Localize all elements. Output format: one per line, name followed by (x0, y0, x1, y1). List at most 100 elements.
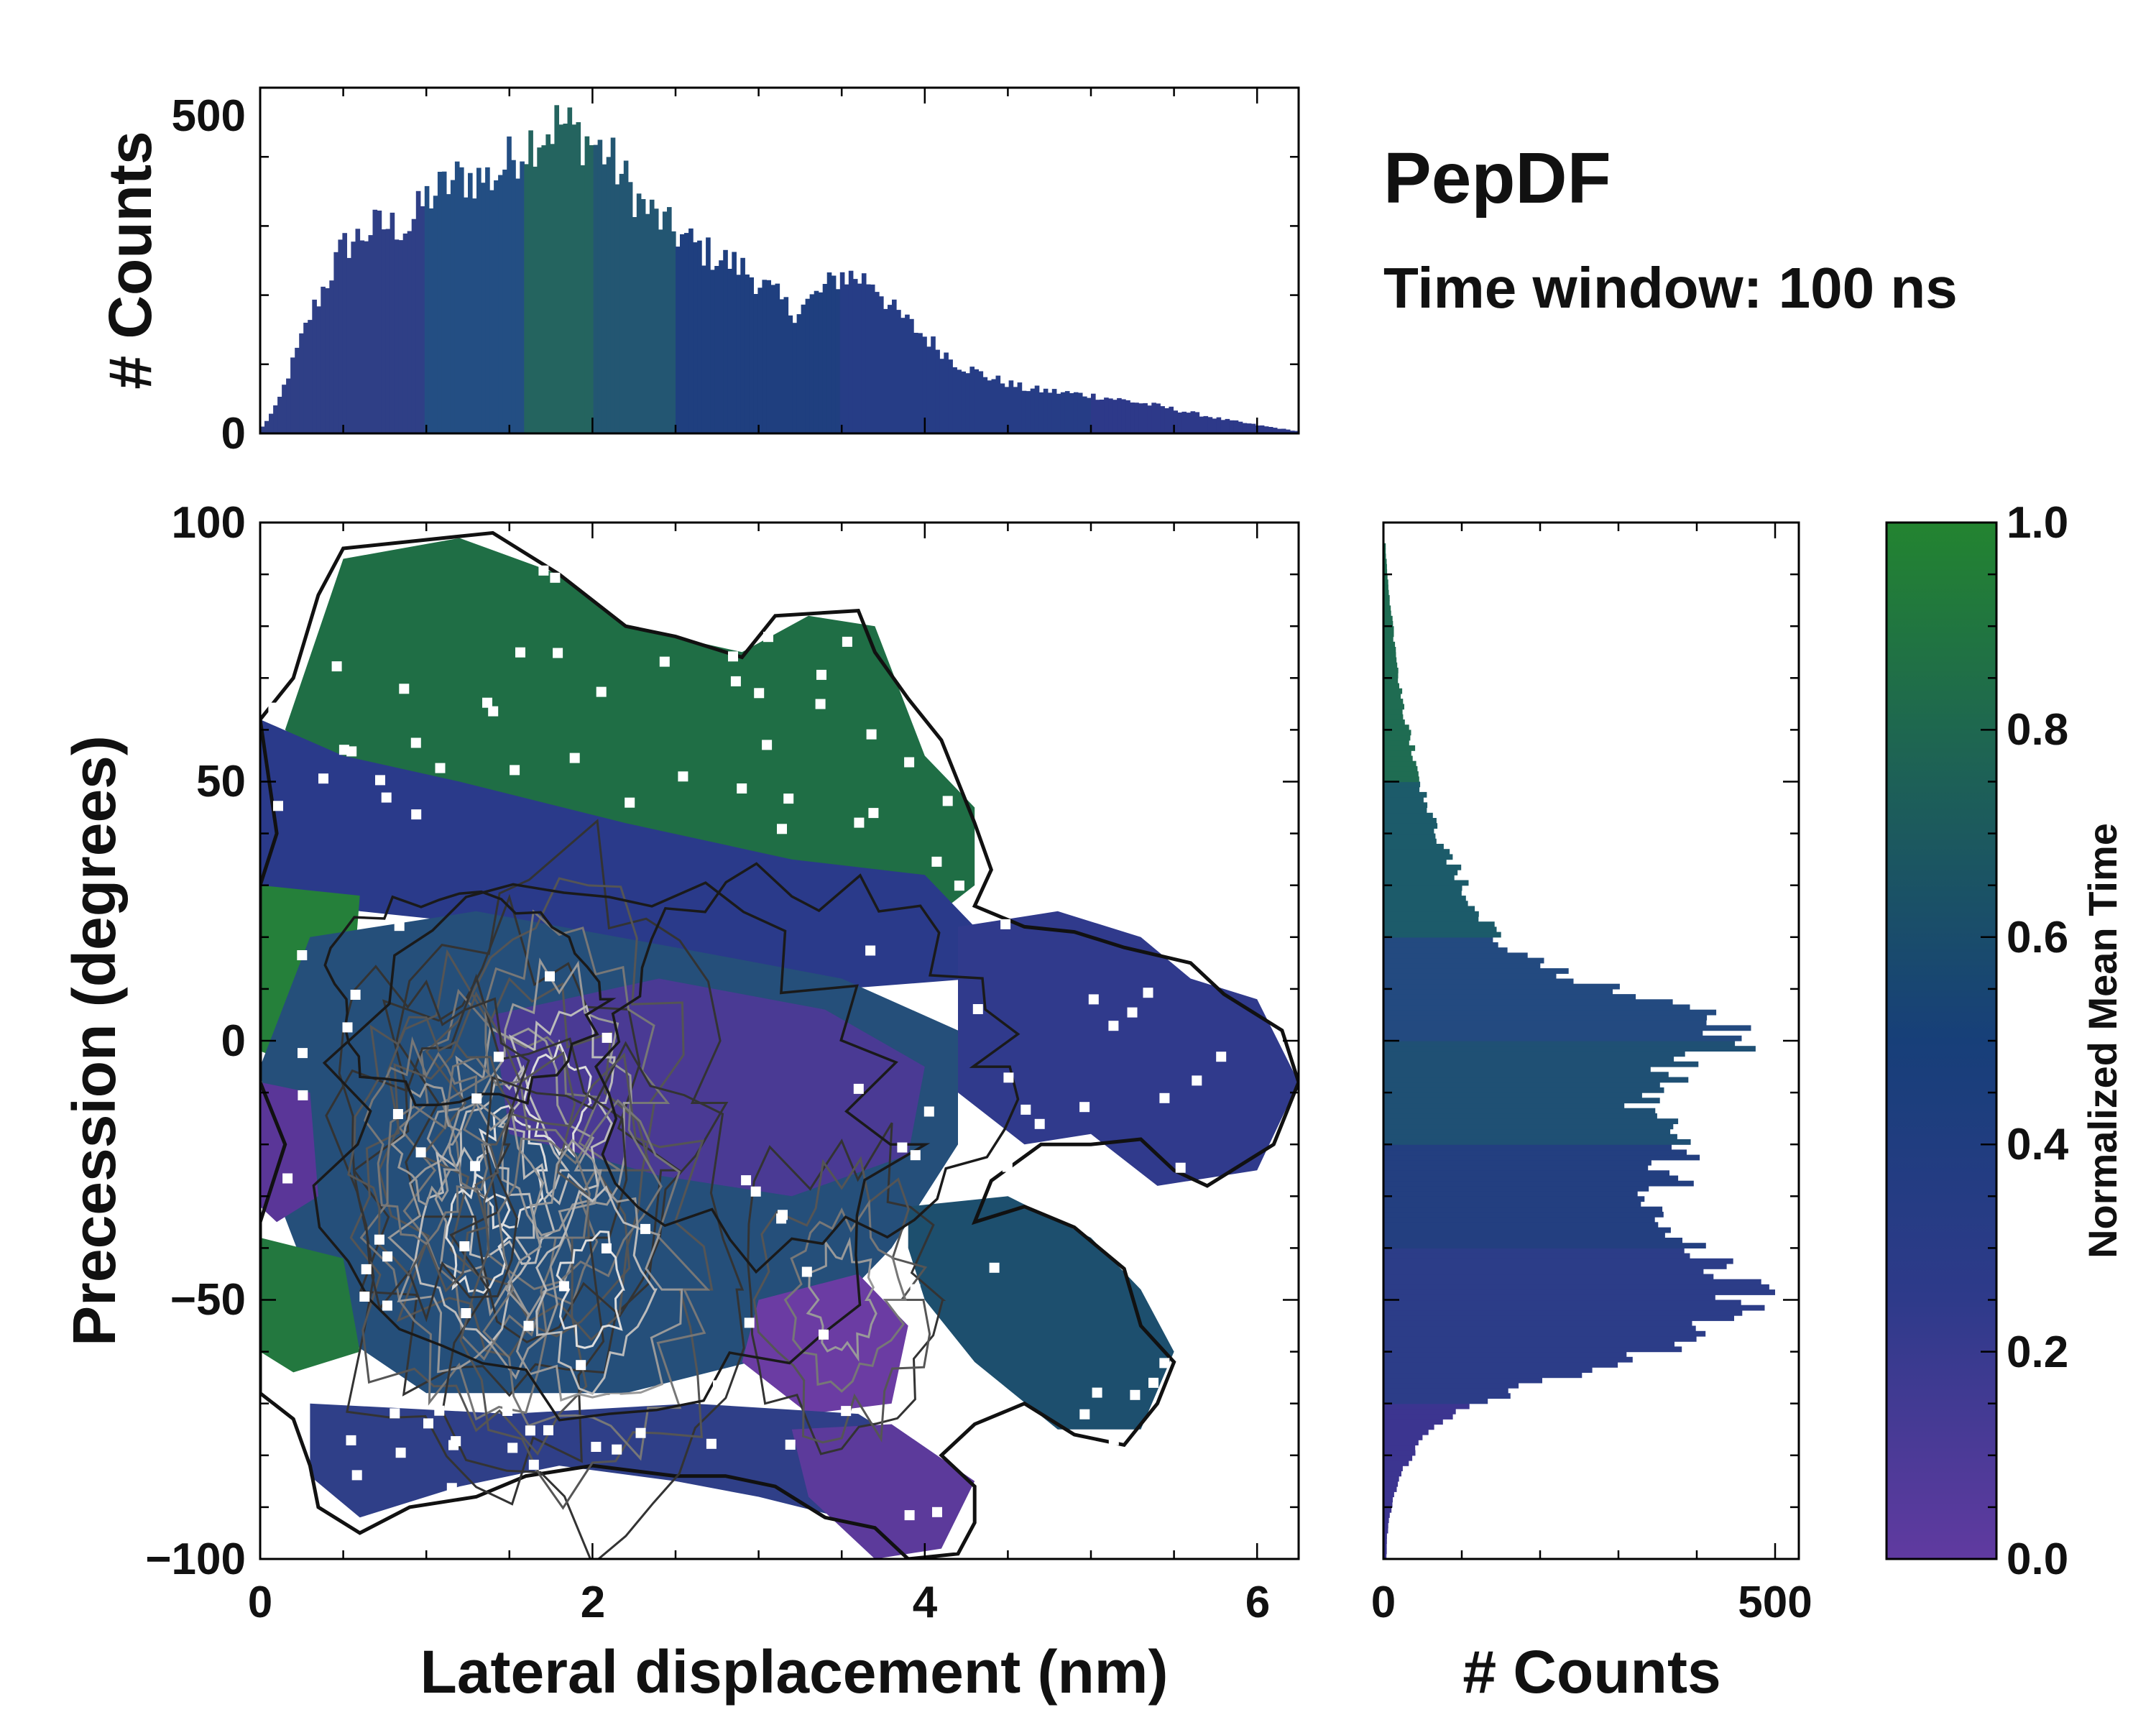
main-xtick-0: 0 (248, 1578, 272, 1627)
top-hist-bar (714, 266, 719, 433)
top-hist-bar (520, 161, 525, 433)
top-hist-bar (822, 284, 828, 433)
top-hist-bar (338, 239, 344, 433)
top-hist-bar (381, 229, 387, 433)
right-hist-bar (1383, 875, 1455, 881)
empty-bin (395, 1448, 406, 1458)
top-hist-bar (398, 240, 404, 433)
top-hist-bar (1043, 388, 1049, 433)
empty-bin (411, 809, 422, 820)
right-hist-bar (1383, 973, 1557, 980)
top-hist-bar (653, 208, 659, 433)
top-hist-bar (498, 175, 503, 433)
top-hist-bar (433, 196, 438, 433)
right-xtick-0: 0 (1371, 1578, 1396, 1627)
top-hist-bar (1100, 400, 1105, 433)
empty-bin (525, 1425, 535, 1436)
top-hist-bar (766, 280, 772, 433)
right-hist-bar (1383, 1517, 1389, 1524)
empty-bin (558, 1281, 569, 1292)
right-hist-bar (1383, 1532, 1387, 1539)
top-hist-bar (576, 122, 581, 433)
top-hist-bar (978, 371, 984, 433)
empty-bin (1088, 994, 1099, 1005)
top-hist-bar (1073, 392, 1079, 433)
main-heatmap-regions (260, 538, 1299, 1559)
top-hist-bar (1281, 428, 1286, 433)
top-hist-bar (528, 130, 533, 433)
right-hist-bar (1383, 1398, 1488, 1404)
empty-bin (706, 1438, 717, 1449)
empty-bin (523, 1320, 534, 1331)
right-hist-bar (1383, 615, 1393, 622)
top-hist-bar (719, 260, 724, 433)
right-hist-bar (1383, 957, 1544, 964)
right-hist-bar (1383, 1196, 1645, 1202)
top-hist-bar (1060, 392, 1066, 433)
right-hist-bar (1383, 999, 1673, 1006)
top-hist-bar (1134, 402, 1139, 433)
top-hist-bar (961, 371, 967, 433)
empty-bin (451, 1436, 461, 1447)
right-hist-bar (1383, 1284, 1769, 1290)
right-hist-bar (1383, 1471, 1401, 1477)
right-hist-bar (1383, 854, 1453, 860)
right-hist-bar (1383, 1165, 1649, 1171)
empty-bin (728, 651, 738, 662)
top-hist-bar (926, 346, 931, 433)
top-hist-bar (342, 233, 348, 433)
right-hist-bar (1383, 730, 1411, 736)
right-hist-bar (1383, 719, 1405, 725)
right-hist-bar (1383, 812, 1433, 819)
right-hist-bar (1383, 1025, 1751, 1031)
right-hist-bar (1383, 885, 1462, 891)
top-hist-bar (1051, 389, 1057, 433)
empty-bin (488, 706, 499, 717)
top-hist-bar (770, 285, 776, 433)
top-hist-bar (312, 299, 317, 433)
right-hist-bar (1383, 1067, 1651, 1072)
top-hist-bar (826, 272, 832, 433)
top-hist-bar (957, 369, 962, 433)
empty-bin (816, 669, 826, 680)
top-hist-bar (459, 167, 464, 434)
top-hist-bar (1008, 380, 1014, 433)
top-hist-bar (580, 165, 586, 433)
empty-bin (904, 1510, 915, 1521)
right-hist-bar (1383, 1356, 1633, 1363)
right-hist-bar (1383, 1382, 1519, 1389)
main-xtick-6: 6 (1245, 1578, 1270, 1627)
right-hist-bar (1383, 558, 1387, 565)
top-hist-bar (303, 323, 308, 433)
empty-bin (482, 697, 492, 708)
density-contour (806, 1236, 877, 1362)
right-hist-bar (1383, 1294, 1715, 1301)
right-hist-bar (1383, 911, 1479, 917)
top-hist-bar (1112, 400, 1118, 433)
empty-bin (298, 1090, 308, 1100)
right-hist-bar (1383, 1501, 1393, 1508)
empty-bin (841, 1406, 852, 1417)
heatmap-region-bottom-purple-lobe (791, 1424, 975, 1559)
right-hist-bar (1383, 921, 1495, 928)
top-hist-bar (428, 208, 434, 433)
empty-bin (737, 783, 747, 794)
empty-bin (602, 1032, 612, 1043)
empty-bin (1003, 1072, 1014, 1083)
right-hist-bar (1383, 714, 1404, 720)
right-hist-bar (1383, 1460, 1409, 1466)
top-hist-bar (632, 217, 637, 433)
right-hist-bar (1383, 584, 1388, 591)
top-hist-bar (1268, 427, 1273, 433)
right-hist-bar (1383, 1072, 1669, 1078)
heatmap-region-bottom-blue-lobe (310, 1403, 941, 1549)
density-contour (522, 1039, 592, 1158)
main-xtick-4: 4 (913, 1578, 938, 1627)
top-hist-bar (693, 242, 698, 433)
empty-bin (435, 763, 446, 773)
right-hist-bar (1383, 662, 1398, 668)
cb-tick-1.0: 1.0 (2007, 498, 2068, 548)
top-hist-bar (667, 207, 672, 433)
top-hist-bar (355, 229, 361, 433)
right-hist-bar (1383, 988, 1613, 995)
